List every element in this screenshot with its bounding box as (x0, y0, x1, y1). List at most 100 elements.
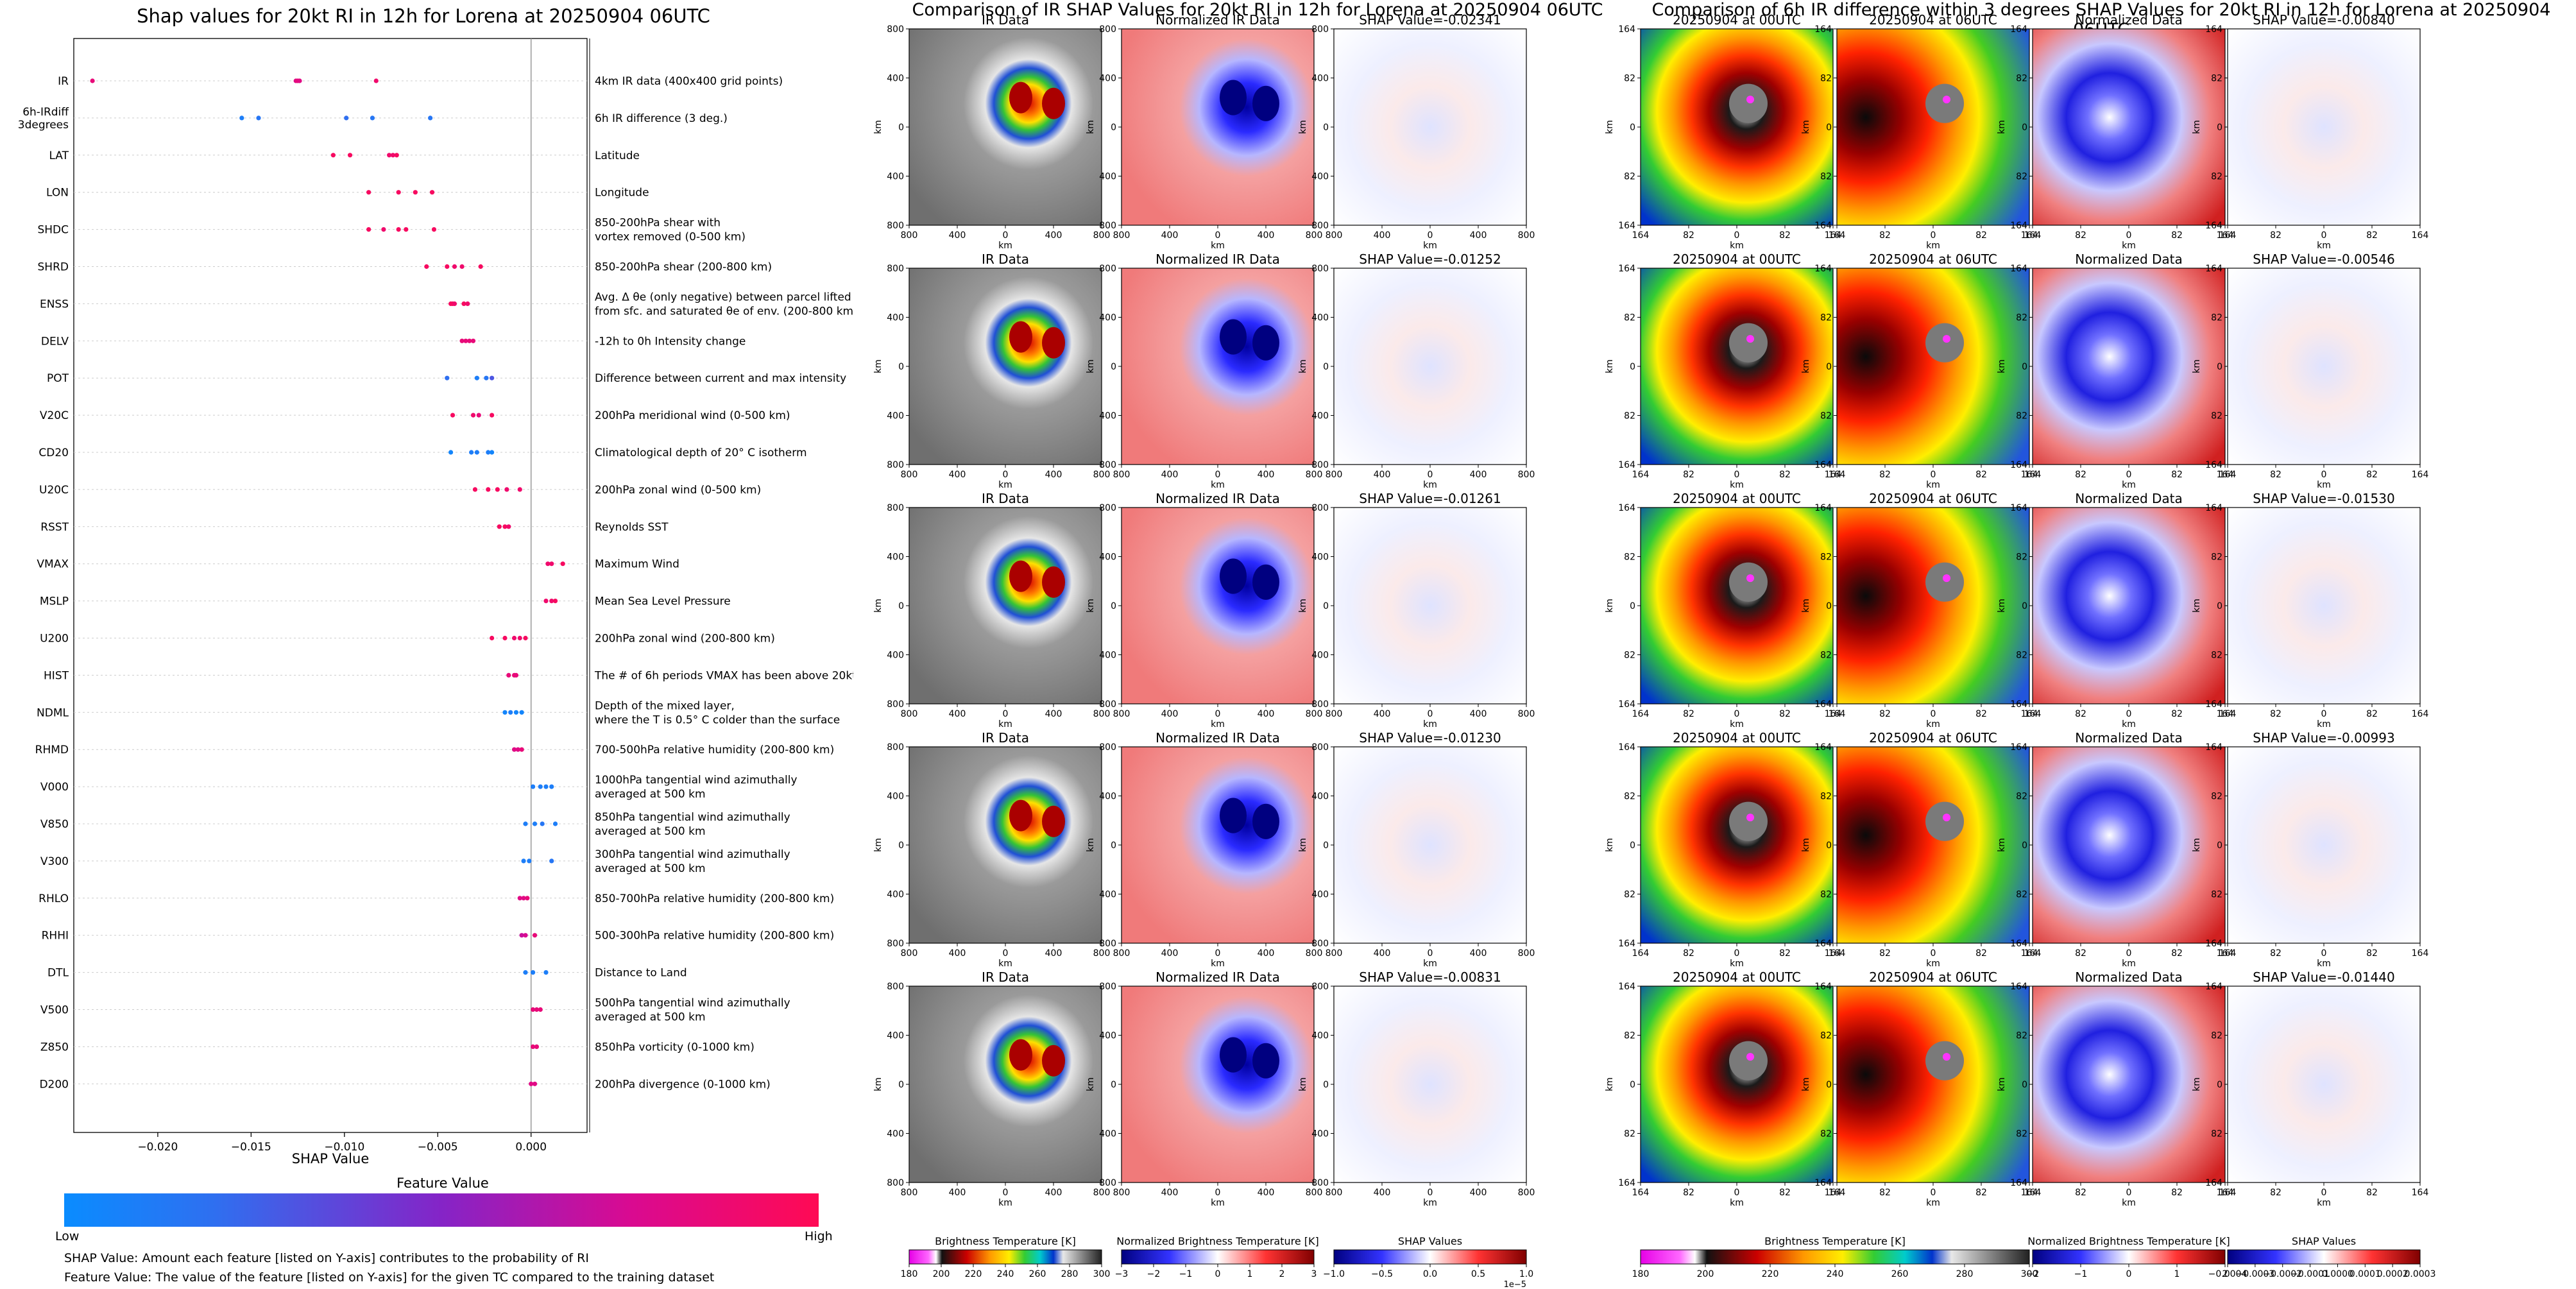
panel-title: Normalized IR Data (1156, 491, 1280, 506)
feature-description-label: Maximum Wind (595, 558, 679, 571)
panel-title: SHAP Value=-0.01530 (2253, 491, 2394, 506)
y-tick-label: 800 (1311, 939, 1329, 949)
y-tick-label: 82 (1624, 552, 1635, 563)
colorbar-low-label: Low (55, 1229, 80, 1243)
y-tick-label: 82 (1820, 313, 1832, 323)
panel-image (1640, 746, 1834, 944)
y-tick-label: 82 (2211, 172, 2222, 182)
shap-point (467, 338, 472, 343)
x-tick-label: 164 (2217, 1188, 2234, 1198)
y-tick-label: 82 (1624, 890, 1635, 900)
panel-title: 20250904 at 06UTC (1869, 12, 1997, 28)
x-tick-label: 164 (1825, 709, 1842, 719)
y-tick-label: 82 (1820, 792, 1832, 802)
feature-name-label: POT (47, 372, 69, 385)
shap-point (521, 896, 526, 901)
x-tick-label: 400 (949, 230, 966, 241)
y-tick-label: 164 (2205, 460, 2222, 470)
storm-core (1220, 80, 1247, 115)
y-tick-label: 164 (1618, 264, 1635, 274)
feature-name-label: Z850 (40, 1041, 69, 1054)
x-tick-label: 0 (1215, 1188, 1221, 1198)
shap-point (552, 599, 558, 604)
x-tick-label: 400 (1374, 709, 1391, 719)
y-tick-label: 800 (887, 264, 904, 274)
irdiff-panel: Normalized Data1641648282008282164164kmk… (1997, 730, 2233, 969)
x-tick-label: 800 (901, 1188, 918, 1198)
x-tick-label: 0 (1428, 1188, 1433, 1198)
shap-point (543, 599, 549, 604)
y-tick-label: 800 (887, 24, 904, 35)
panel-image (2032, 986, 2226, 1183)
storm-core (1252, 85, 1279, 121)
y-tick-label: 800 (1099, 699, 1116, 710)
shap-point (517, 896, 522, 901)
storm-core (1009, 321, 1032, 353)
x-tick-label: 800 (1306, 470, 1323, 480)
x-axis-label: km (1730, 480, 1744, 490)
x-tick-label: 82 (1779, 948, 1791, 959)
colorbar-tick-label: 260 (1891, 1269, 1909, 1279)
shap-point (502, 524, 508, 529)
panel-title: IR Data (982, 252, 1029, 267)
shap-point (472, 487, 478, 492)
x-tick-label: 400 (1470, 230, 1487, 241)
ir-comparison-title: Comparison of IR SHAP Values for 20kt RI… (912, 0, 1603, 20)
shap-point (532, 821, 538, 826)
y-axis-label: km (1605, 599, 1615, 613)
feature-name-label: DTL (47, 967, 69, 980)
y-tick-label: 0 (1630, 123, 1635, 133)
y-tick-label: 0 (2022, 1080, 2027, 1090)
y-tick-label: 82 (1624, 313, 1635, 323)
x-tick-label: 164 (2217, 470, 2234, 480)
x-tick-label: 400 (1045, 948, 1062, 959)
y-tick-label: 82 (1624, 1031, 1635, 1041)
x-axis-label: km (2122, 480, 2136, 490)
y-tick-label: 164 (2010, 982, 2027, 992)
feature-name-label: RSST (40, 521, 69, 534)
irdiff-panel: 20250904 at 00UTC1641648282008282164164k… (1605, 730, 1841, 969)
colorbar-tick-label: −0.0003 (2235, 1269, 2274, 1279)
irdiff-panel: SHAP Value=-0.00993164164828200828216416… (2192, 730, 2428, 969)
x-tick-label: 400 (1258, 1188, 1275, 1198)
panel-title: SHAP Value=-0.01230 (1359, 730, 1501, 746)
shap-point (459, 338, 465, 343)
x-tick-label: 164 (2021, 1188, 2038, 1198)
y-tick-label: 0 (1111, 1080, 1116, 1090)
storm-center-marker (1943, 814, 1950, 822)
shap-point (366, 190, 371, 195)
shap-point (256, 115, 261, 121)
y-tick-label: 400 (887, 172, 904, 182)
feature-value-title: Feature Value (397, 1175, 489, 1191)
panel-image (908, 746, 1102, 944)
feature-name-label: IR (58, 75, 69, 88)
shap-point (506, 524, 511, 529)
y-tick-label: 82 (2016, 172, 2027, 182)
x-tick-label: 82 (1779, 1188, 1791, 1198)
y-axis-label: km (1801, 359, 1811, 373)
shap-point (452, 301, 457, 306)
shap-point (490, 450, 495, 455)
irdiff-panel: SHAP Value=-0.00546164164828200828216416… (2192, 252, 2428, 490)
feature-name-label: RHMD (35, 744, 69, 756)
y-axis-label: km (2192, 838, 2202, 852)
ir-panel: SHAP Value=-0.02341800800400400004004008… (1298, 12, 1535, 251)
x-tick-label: 82 (2270, 470, 2282, 480)
x-tick-label: 164 (1829, 948, 1846, 959)
y-tick-label: 0 (1323, 123, 1329, 133)
colorbar-tick-label: −0.0002 (2263, 1269, 2302, 1279)
irdiff-panel: 20250904 at 06UTC1641648282008282164164k… (1801, 12, 2038, 251)
storm-eye (1925, 562, 1964, 602)
shap-point (413, 190, 418, 195)
x-tick-label: 164 (2412, 709, 2429, 719)
y-tick-label: 400 (887, 74, 904, 84)
x-tick-label: 800 (1113, 948, 1130, 959)
shap-point (545, 561, 550, 567)
panel-title: 20250904 at 06UTC (1869, 491, 1997, 506)
x-tick-label: 82 (2270, 230, 2282, 241)
panel-image (2227, 746, 2421, 944)
y-tick-label: 82 (2016, 313, 2027, 323)
shap-point (469, 450, 474, 455)
shap-point (534, 1007, 540, 1012)
y-tick-label: 800 (887, 982, 904, 992)
